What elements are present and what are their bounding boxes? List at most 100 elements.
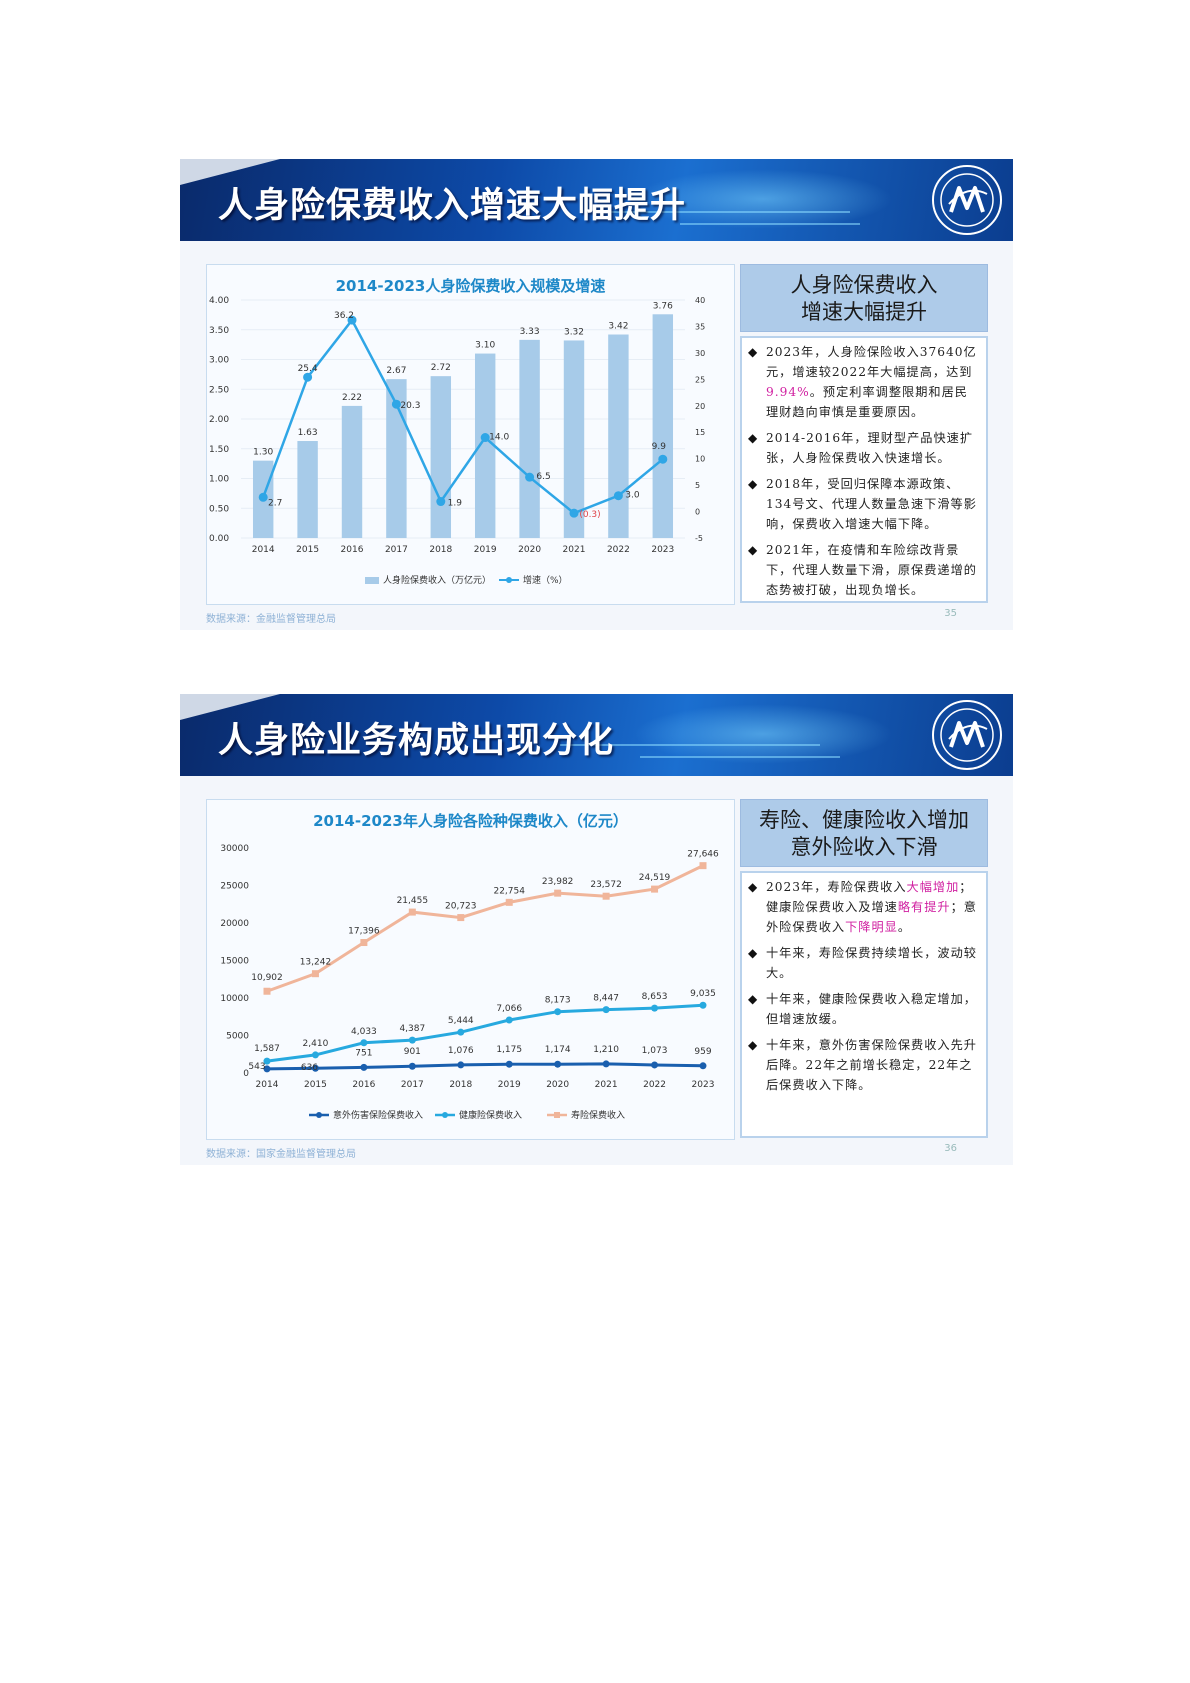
diamond-bullet-icon: ◆ bbox=[748, 345, 759, 359]
data-label: 959 bbox=[694, 1047, 711, 1057]
data-label: 20,723 bbox=[445, 902, 477, 912]
premium-bar bbox=[519, 339, 540, 538]
x-axis-tick: 2021 bbox=[595, 1080, 618, 1090]
right-axis-tick: 10 bbox=[695, 455, 705, 464]
data-label: 1,210 bbox=[593, 1045, 619, 1055]
left-axis-tick: 3.00 bbox=[209, 356, 229, 366]
bullet-text: ；意外险保费收入 bbox=[766, 900, 977, 934]
growth-value-label: 36.2 bbox=[334, 311, 354, 321]
series-point bbox=[457, 1028, 465, 1036]
data-label: 543 bbox=[248, 1062, 265, 1072]
series-point bbox=[651, 1061, 659, 1069]
bullet-text: 2018年，受回归保障本源政策、134号文、代理人数量急速下滑等影响，保费收入增… bbox=[766, 477, 977, 531]
x-axis-tick: 2018 bbox=[449, 1080, 472, 1090]
banner-glow bbox=[633, 704, 893, 764]
slide-title: 人身险保费收入增速大幅提升 bbox=[218, 186, 687, 226]
bullet-item: ◆ 2018年，受回归保障本源政策、134号文、代理人数量急速下滑等影响，保费收入… bbox=[748, 474, 980, 534]
bar-value-label: 3.42 bbox=[608, 322, 628, 332]
left-axis-tick: 2.50 bbox=[209, 385, 229, 395]
data-label: 636 bbox=[301, 1063, 318, 1073]
data-label: 21,455 bbox=[397, 896, 429, 906]
bullet-text: 十年来，寿险保费持续增长，波动较大。 bbox=[766, 946, 977, 980]
right-axis-tick: 35 bbox=[695, 322, 705, 331]
legend-marker bbox=[316, 1112, 322, 1118]
x-axis-tick: 2023 bbox=[692, 1080, 715, 1090]
series-point bbox=[699, 1062, 707, 1070]
right-axis-tick: 5 bbox=[695, 481, 700, 490]
data-label: 1,073 bbox=[642, 1046, 668, 1056]
x-axis-tick: 2017 bbox=[385, 545, 408, 555]
data-source: 数据来源：国家金融监督管理总局 bbox=[206, 1149, 356, 1160]
y-axis-tick: 10000 bbox=[220, 994, 249, 1004]
summary-panel: 寿险、健康险收入增加 意外险收入下滑 ◆ 2023年，寿险保费收入大幅增加；健康险… bbox=[740, 799, 988, 1138]
bullet-text: 2023年，人身险保险收入37640亿元，增速较2022年大幅提高，达到 bbox=[766, 345, 977, 379]
x-axis-tick: 2015 bbox=[304, 1080, 327, 1090]
association-logo-icon bbox=[932, 165, 1002, 235]
x-axis-tick: 2014 bbox=[252, 545, 275, 555]
series-point bbox=[651, 885, 659, 893]
growth-point bbox=[569, 508, 579, 518]
bar-value-label: 1.30 bbox=[253, 448, 273, 458]
growth-value-label: (0.3) bbox=[579, 510, 600, 520]
panel-heading-line: 寿险、健康险收入增加 bbox=[759, 808, 969, 832]
legend-label: 人身险保费收入（万亿元） bbox=[383, 574, 491, 586]
series-line bbox=[266, 1062, 704, 1071]
banner-streak bbox=[560, 744, 820, 746]
page-number: 36 bbox=[944, 1143, 957, 1154]
banner-notch bbox=[180, 159, 280, 185]
legend-marker bbox=[554, 1112, 560, 1118]
highlight-text: 大幅增加 bbox=[906, 880, 960, 894]
growth-point bbox=[613, 491, 623, 501]
series-point bbox=[505, 1060, 513, 1068]
series-point bbox=[360, 1039, 368, 1047]
series-point bbox=[311, 1051, 319, 1059]
left-axis-tick: 3.50 bbox=[209, 326, 229, 336]
banner-streak bbox=[600, 211, 850, 213]
growth-point bbox=[480, 433, 490, 443]
legend-label: 增速（%） bbox=[523, 574, 568, 586]
growth-value-label: 9.9 bbox=[652, 442, 667, 452]
diamond-bullet-icon: ◆ bbox=[748, 543, 759, 557]
panel-heading-line: 人身险保费收入 bbox=[790, 273, 938, 297]
bullet-text: 十年来，意外伤害保险保费收入先升后降。22年之前增长稳定，22年之后保费收入下降… bbox=[766, 1038, 977, 1092]
series-point bbox=[263, 1065, 271, 1073]
series-point bbox=[311, 1064, 319, 1072]
premium-bar bbox=[652, 314, 674, 538]
panel-heading-line: 增速大幅提升 bbox=[801, 300, 927, 324]
series-point bbox=[360, 939, 368, 947]
series-point bbox=[505, 1016, 513, 1024]
banner-notch bbox=[180, 694, 280, 720]
right-axis-tick: -5 bbox=[695, 534, 703, 543]
premium-bar bbox=[563, 340, 585, 538]
chart-svg: 2014-2023年人身险各险种保费收入（亿元） 0 5000 10000 15000 2… bbox=[220, 812, 719, 1121]
association-logo-icon bbox=[932, 700, 1002, 770]
x-axis-tick: 2019 bbox=[498, 1080, 521, 1090]
slide-business-structure: 人身险业务构成出现分化 2014-2023年人身险各险种保费收入（亿元） 0 500… bbox=[180, 694, 1013, 1165]
growth-value-label: 3.0 bbox=[625, 491, 640, 501]
series-point bbox=[360, 1063, 368, 1071]
series-point bbox=[408, 1062, 416, 1070]
series-point bbox=[408, 1036, 416, 1044]
y-axis-tick: 0 bbox=[243, 1069, 249, 1079]
x-axis-tick: 2020 bbox=[546, 1080, 569, 1090]
banner-glow bbox=[633, 169, 893, 229]
right-axis-tick: 40 bbox=[695, 296, 705, 305]
left-axis-tick: 1.00 bbox=[209, 475, 229, 485]
right-axis-tick: 15 bbox=[695, 428, 705, 437]
legend-bar-swatch bbox=[365, 577, 379, 584]
x-axis-tick: 2016 bbox=[352, 1080, 375, 1090]
data-label: 23,982 bbox=[542, 877, 574, 887]
series-point bbox=[505, 898, 513, 906]
banner-streak bbox=[680, 223, 860, 225]
bullet-text: 。 bbox=[897, 920, 912, 934]
data-label: 8,447 bbox=[593, 994, 619, 1004]
diamond-bullet-icon: ◆ bbox=[748, 1038, 759, 1052]
bullet-text: 2014-2016年，理财型产品快速扩张，人身险保费收入快速增长。 bbox=[766, 431, 974, 465]
data-label: 1,175 bbox=[496, 1045, 522, 1055]
diamond-bullet-icon: ◆ bbox=[748, 992, 759, 1006]
data-label: 5,444 bbox=[448, 1016, 474, 1026]
slide-title: 人身险业务构成出现分化 bbox=[218, 721, 615, 761]
y-axis-tick: 20000 bbox=[220, 919, 249, 929]
bullet-item: ◆ 2023年，寿险保费收入大幅增加；健康险保费收入及增速略有提升；意外险保费收入… bbox=[748, 877, 980, 937]
series-point bbox=[699, 1001, 707, 1009]
